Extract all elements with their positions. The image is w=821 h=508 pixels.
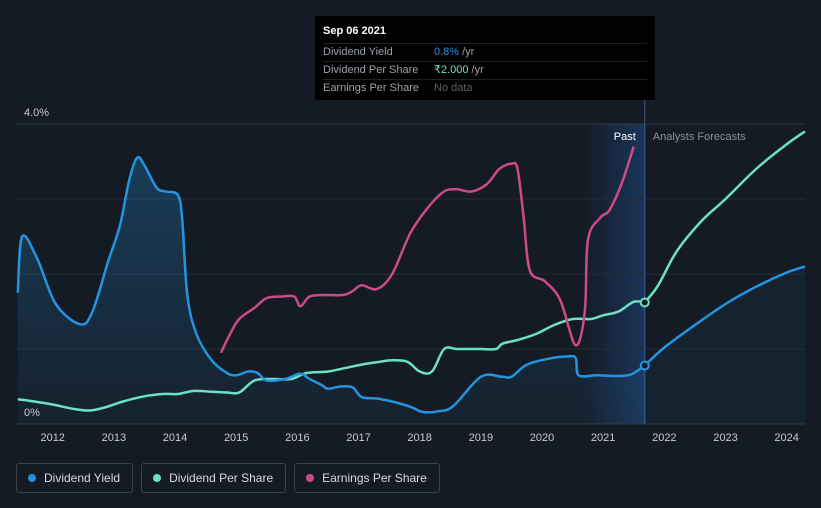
x-tick-label: 2016 — [285, 432, 309, 444]
tooltip-label: Dividend Per Share — [323, 64, 419, 76]
x-tick-label: 2020 — [530, 432, 554, 444]
tooltip-value: 0.8% — [434, 46, 460, 58]
dividend-yield-forecast-line[interactable] — [643, 265, 806, 367]
tooltip-unit: /yr — [471, 64, 484, 76]
tooltip-row-dividend-yield: Dividend Yield 0.8% /yr — [323, 43, 647, 61]
y-axis-bottom-label: 0% — [24, 407, 40, 419]
tooltip-row-earnings-per-share: Earnings Per Share No data — [323, 79, 647, 97]
dividend-per-share-line[interactable] — [17, 300, 645, 412]
x-tick-label: 2023 — [713, 432, 737, 444]
tooltip-unit: /yr — [462, 46, 475, 58]
y-axis-top-label: 4.0% — [24, 107, 49, 119]
dividend-per-share-forecast-line[interactable] — [643, 130, 806, 304]
x-tick-label: 2021 — [591, 432, 615, 444]
dividend-yield-marker[interactable] — [639, 360, 650, 371]
tooltip-value: No data — [434, 82, 473, 94]
legend-dot-icon — [28, 474, 36, 482]
x-tick-label: 2015 — [224, 432, 248, 444]
legend-item-dividend-per-share[interactable]: Dividend Per Share — [141, 463, 287, 493]
dividend-per-share-marker[interactable] — [639, 297, 650, 308]
x-tick-label: 2012 — [40, 432, 64, 444]
dividend-yield-forecast-area — [644, 266, 805, 424]
tooltip-label: Dividend Yield — [323, 46, 393, 58]
dividend-yield-line[interactable] — [16, 155, 646, 414]
legend-label: Dividend Yield — [44, 471, 121, 485]
legend-item-dividend-yield[interactable]: Dividend Yield — [16, 463, 134, 493]
x-tick-label: 2024 — [774, 432, 798, 444]
tooltip: Sep 06 2021 Dividend Yield 0.8% /yr Divi… — [315, 16, 655, 100]
legend-label: Earnings Per Share — [322, 471, 427, 485]
x-tick-label: 2014 — [163, 432, 187, 444]
x-tick-label: 2018 — [407, 432, 431, 444]
x-tick-label: 2013 — [102, 432, 126, 444]
x-axis: 2012 2013 2014 2015 2016 2017 2018 2019 2020 2021… — [40, 432, 798, 444]
tooltip-row-dividend-per-share: Dividend Per Share ₹2.000 /yr — [323, 61, 647, 79]
x-tick-label: 2017 — [346, 432, 370, 444]
legend-item-earnings-per-share[interactable]: Earnings Per Share — [294, 463, 440, 493]
tooltip-label: Earnings Per Share — [323, 82, 419, 94]
earnings-per-share-line[interactable] — [219, 146, 635, 354]
x-tick-label: 2022 — [652, 432, 676, 444]
forecast-label: Analysts Forecasts — [653, 131, 746, 143]
legend-label: Dividend Per Share — [169, 471, 274, 485]
legend-dot-icon — [153, 474, 162, 482]
tooltip-date: Sep 06 2021 — [323, 25, 386, 37]
legend: Dividend Yield Dividend Per Share Earnin… — [16, 463, 440, 493]
legend-dot-icon — [306, 474, 315, 482]
past-label: Past — [614, 131, 636, 143]
dividend-yield-area — [17, 157, 645, 424]
x-tick-label: 2019 — [469, 432, 493, 444]
tooltip-value: ₹2.000 — [434, 64, 469, 76]
